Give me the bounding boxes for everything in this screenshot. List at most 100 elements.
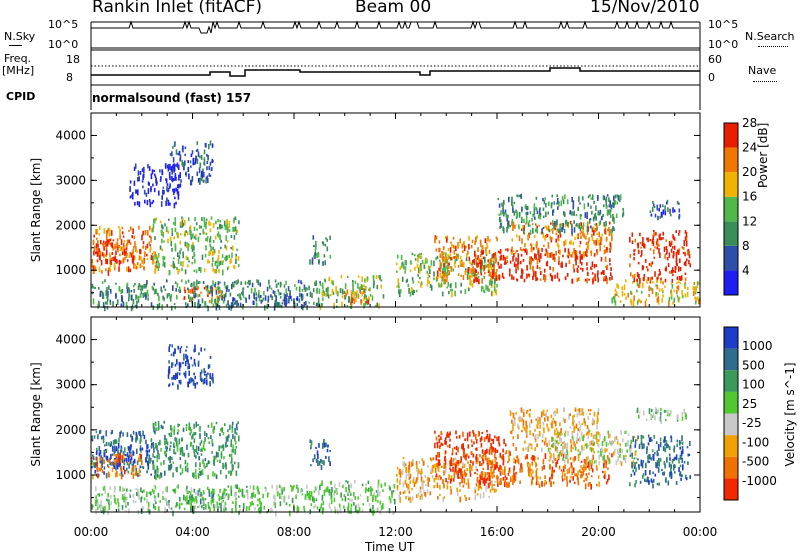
- heatmap-cell: [273, 305, 276, 311]
- heatmap-cell: [94, 499, 97, 506]
- heatmap-cell: [644, 301, 647, 307]
- heatmap-cell: [151, 201, 153, 205]
- heatmap-cell: [169, 153, 172, 156]
- heatmap-cell: [118, 245, 121, 249]
- heatmap-cell: [92, 474, 94, 480]
- heatmap-cell: [540, 253, 542, 259]
- heatmap-cell: [99, 456, 102, 461]
- heatmap-cell: [603, 459, 605, 465]
- heatmap-cell: [182, 145, 184, 150]
- heatmap-cell: [152, 460, 154, 464]
- heatmap-cell: [577, 408, 580, 412]
- heatmap-cell: [438, 434, 440, 438]
- heatmap-cell: [696, 281, 699, 286]
- heatmap-cell: [357, 496, 359, 500]
- heatmap-cell: [485, 284, 487, 291]
- heatmap-cell: [125, 247, 128, 251]
- heatmap-cell: [588, 472, 590, 475]
- heatmap-cell: [484, 450, 486, 455]
- heatmap-cell: [370, 490, 372, 497]
- heatmap-cell: [476, 469, 479, 472]
- heatmap-cell: [133, 458, 136, 464]
- heatmap-cell: [167, 374, 170, 379]
- heatmap-cell: [439, 261, 442, 264]
- heatmap-cell: [116, 299, 119, 305]
- heatmap-cell: [208, 250, 211, 256]
- heatmap-cell: [181, 222, 184, 228]
- heatmap-cell: [138, 474, 141, 477]
- heatmap-cell: [609, 209, 612, 213]
- heatmap-cell: [474, 494, 477, 501]
- heatmap-cell: [435, 277, 438, 280]
- heatmap-cell: [295, 494, 297, 499]
- heatmap-cell: [208, 364, 211, 368]
- heatmap-cell: [344, 294, 346, 300]
- heatmap-cell: [567, 221, 569, 225]
- heatmap-cell: [220, 496, 222, 500]
- heatmap-cell: [182, 163, 184, 167]
- heatmap-cell: [528, 232, 530, 239]
- heatmap-cell: [567, 255, 570, 259]
- heatmap-cell: [564, 444, 566, 449]
- heatmap-cell: [507, 222, 509, 229]
- heatmap-cell: [653, 256, 656, 259]
- heatmap-cell: [365, 296, 367, 300]
- heatmap-cell: [174, 243, 177, 248]
- heatmap-cell: [335, 289, 338, 295]
- heatmap-cell: [569, 426, 571, 429]
- heatmap-cell: [303, 284, 306, 290]
- heatmap-cell: [488, 264, 491, 268]
- heatmap-cell: [448, 270, 451, 276]
- heatmap-cell: [643, 274, 646, 278]
- heatmap-cell: [536, 210, 539, 215]
- heatmap-cell: [265, 488, 267, 492]
- heatmap-cell: [377, 484, 379, 488]
- heatmap-cell: [420, 281, 423, 286]
- heatmap-cell: [479, 454, 481, 458]
- heatmap-cell: [156, 455, 158, 459]
- heatmap-cell: [591, 210, 593, 215]
- heatmap-cell: [551, 423, 553, 429]
- heatmap-cell: [205, 218, 208, 221]
- heatmap-cell: [92, 286, 95, 289]
- heatmap-cell: [119, 246, 122, 251]
- heatmap-cell: [172, 351, 175, 357]
- heatmap-cell: [325, 237, 327, 240]
- heatmap-cell: [220, 246, 222, 250]
- heatmap-cell: [114, 498, 116, 504]
- heatmap-cell: [443, 263, 445, 268]
- heatmap-cell: [150, 188, 152, 193]
- heatmap-cell: [152, 183, 154, 187]
- heatmap-cell: [294, 302, 296, 308]
- heatmap-cell: [257, 279, 260, 286]
- heatmap-cell: [199, 178, 201, 184]
- heatmap-cell: [470, 439, 473, 443]
- heatmap-cell: [214, 261, 217, 266]
- heatmap-cell: [564, 222, 567, 227]
- heatmap-cell: [256, 486, 258, 490]
- heatmap-cell: [217, 493, 220, 496]
- heatmap-cell: [471, 444, 473, 447]
- heatmap-cell: [576, 436, 578, 443]
- heatmap-cell: [656, 279, 658, 284]
- heatmap-cell: [452, 236, 455, 240]
- heatmap-cell: [174, 176, 177, 181]
- heatmap-cell: [252, 485, 255, 491]
- freq-trace: [91, 65, 700, 77]
- heatmap-cell: [474, 472, 476, 475]
- heatmap-cell: [509, 268, 511, 272]
- heatmap-cell: [607, 228, 609, 232]
- heatmap-cell: [507, 248, 509, 252]
- heatmap-cell: [166, 183, 169, 187]
- heatmap-cell: [504, 211, 506, 215]
- heatmap-cell: [309, 494, 312, 501]
- heatmap-cell: [193, 358, 196, 365]
- heatmap-cell: [157, 292, 159, 297]
- heatmap-cell: [488, 460, 491, 463]
- heatmap-cell: [242, 287, 245, 290]
- heatmap-cell: [119, 431, 121, 438]
- colorbar-tick-label: 20: [742, 165, 757, 179]
- heatmap-cell: [364, 278, 366, 283]
- heatmap-cell: [401, 262, 403, 268]
- heatmap-cell: [127, 470, 130, 474]
